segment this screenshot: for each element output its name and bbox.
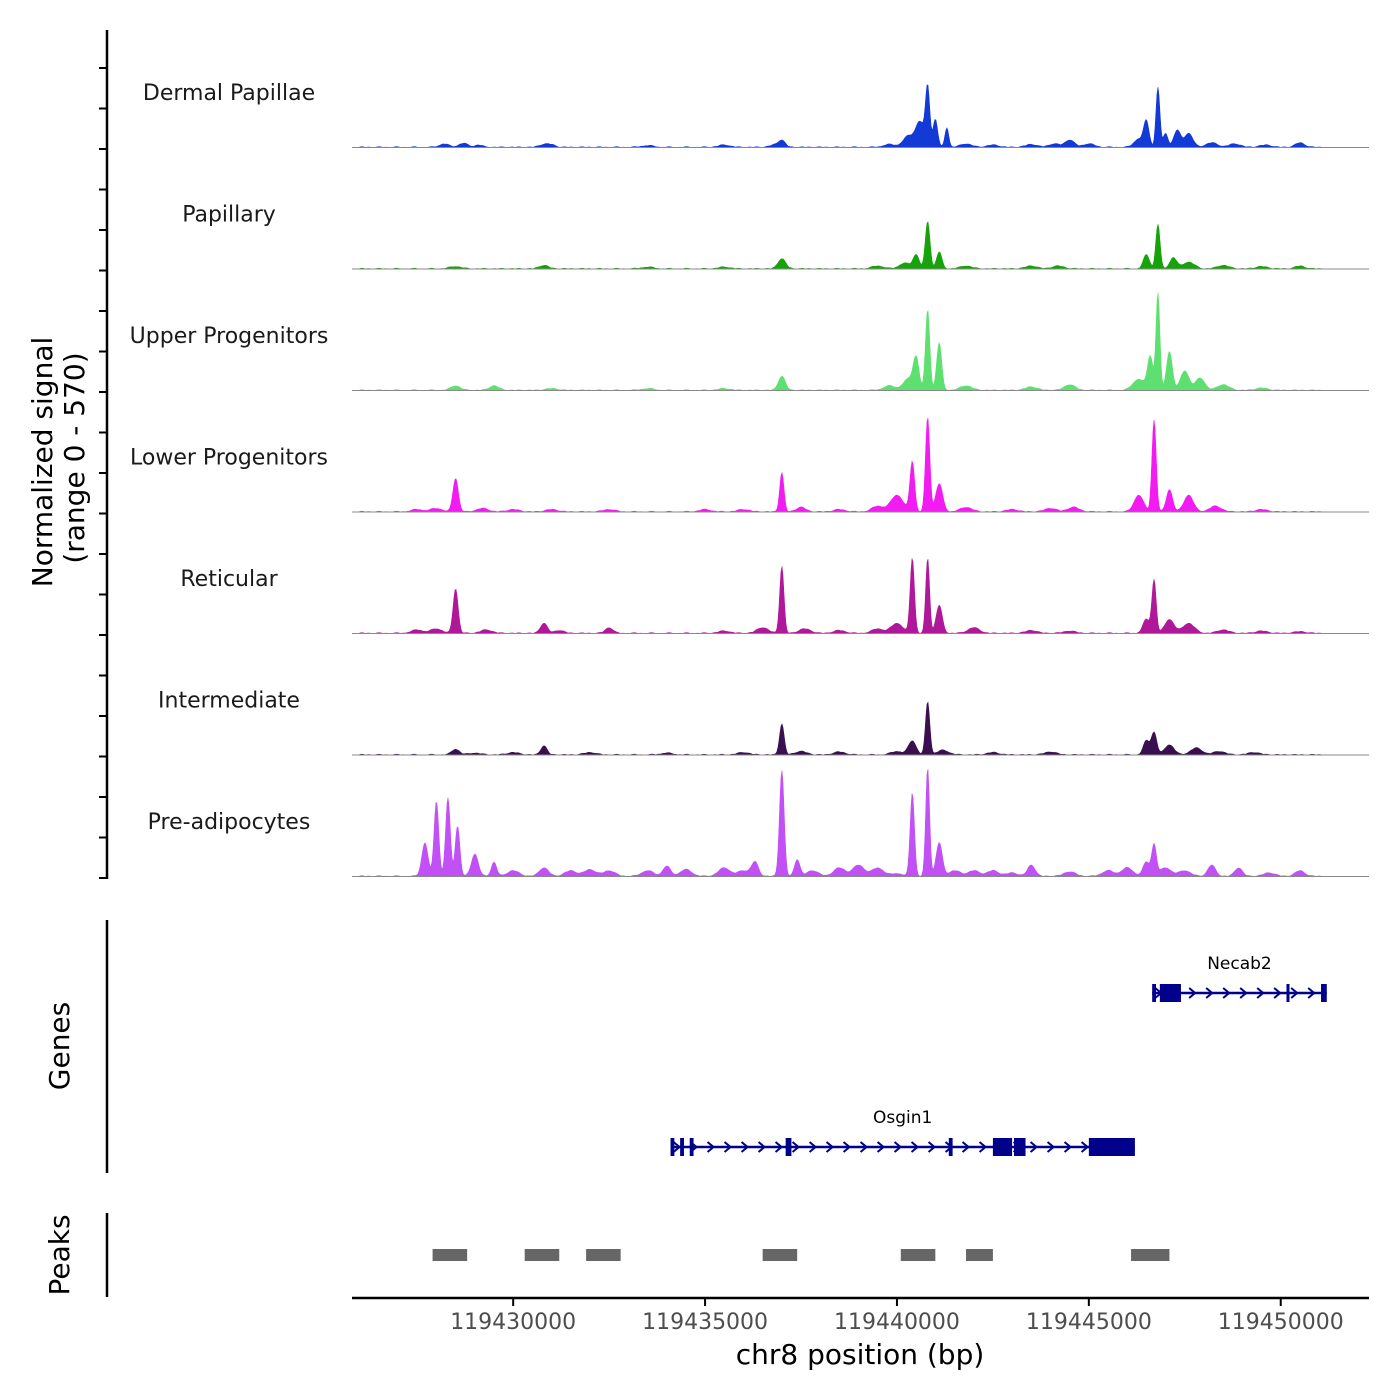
peak-interval [966,1249,993,1261]
strand-arrow [1256,987,1265,999]
gene-necab2: Necab2 [1152,954,1327,1002]
track-pre-adipocytes: Pre-adipocytes [148,769,1369,877]
coverage-area-papillary [352,221,1369,270]
gene-label-necab2: Necab2 [1207,954,1272,974]
coverage-panel: Normalized signal (range 0 - 570) Dermal… [26,30,1369,879]
gene-exon [1088,1138,1135,1156]
strand-arrow [774,1141,784,1153]
coverage-area-upper-progenitors [352,292,1369,391]
strand-arrow [910,1141,920,1153]
peak-interval [900,1249,936,1261]
track-label-intermediate: Intermediate [158,689,300,714]
gene-exon [1014,1138,1026,1156]
x-tick-label: 119435000 [642,1310,768,1335]
track-label-upper-progenitors: Upper Progenitors [130,324,329,349]
track-upper-progenitors: Upper Progenitors [130,292,1369,391]
strand-arrow [1063,1141,1073,1153]
strand-arrow [757,1141,767,1153]
strand-arrow [706,1141,716,1153]
coverage-area-intermediate [352,701,1369,756]
track-lower-progenitors: Lower Progenitors [130,418,1369,513]
gene-exon [1321,984,1327,1002]
track-label-lower-progenitors: Lower Progenitors [130,446,328,471]
strand-arrow [961,1141,971,1153]
peak-interval [586,1249,621,1261]
strand-arrow [927,1141,937,1153]
x-tick-label: 119440000 [834,1310,960,1335]
genes-y-axis-title: Genes [43,1002,76,1090]
coverage-tracks: Dermal Papillae Papillary Upper Progenitor… [130,81,1369,877]
gene-exon [1286,984,1290,1002]
strand-arrow [859,1141,869,1153]
x-tick-label: 119445000 [1026,1310,1152,1335]
strand-arrow [978,1141,988,1153]
strand-arrow [825,1141,835,1153]
gene-models: Necab2 Osgin1 [670,954,1327,1156]
coverage-area-dermal-papillae [352,84,1369,148]
track-label-dermal-papillae: Dermal Papillae [143,81,315,106]
strand-arrow [876,1141,886,1153]
strand-arrow [1307,987,1316,999]
peak-interval [524,1249,560,1261]
track-dermal-papillae: Dermal Papillae [143,81,1369,148]
strand-arrow [893,1141,903,1153]
peak-intervals [432,1249,1170,1261]
strand-arrow [842,1141,852,1153]
strand-arrow [808,1141,818,1153]
strand-arrow [791,1141,801,1153]
gene-exon [948,1138,953,1156]
strand-arrow [1205,987,1214,999]
coverage-area-lower-progenitors [352,418,1369,513]
gene-exon [680,1138,684,1156]
track-intermediate: Intermediate [158,689,1369,756]
strand-arrow [1239,987,1248,999]
coverage-y-axis-range: (range 0 - 570) [58,352,91,563]
gene-exon [670,1138,675,1156]
strand-arrow [1188,987,1197,999]
x-tick-label: 119430000 [450,1310,576,1335]
strand-arrow [723,1141,733,1153]
gene-exon [992,1138,1013,1156]
track-label-reticular: Reticular [180,567,278,592]
strand-arrow [1046,1141,1056,1153]
x-axis-ticks: 119430000 119435000 119440000 119445000 1194… [450,1298,1344,1335]
peak-interval [1131,1249,1170,1261]
coverage-y-ticks [99,67,107,879]
track-label-pre-adipocytes: Pre-adipocytes [148,810,311,835]
coverage-y-axis-title: Normalized signal [26,337,59,588]
peaks-panel: Peaks [43,1213,1170,1297]
strand-arrow [1029,1141,1039,1153]
strand-arrow [740,1141,750,1153]
gene-exon [689,1138,694,1156]
gene-label-osgin1: Osgin1 [873,1108,932,1128]
x-axis-title: chr8 position (bp) [736,1338,985,1371]
genes-panel: Genes Necab2 Osgin1 [43,920,1327,1173]
coverage-area-pre-adipocytes [352,769,1369,877]
gene-exon [785,1138,792,1156]
strand-arrow [1290,987,1299,999]
peak-interval [762,1249,798,1261]
coverage-area-reticular [352,558,1369,634]
strand-arrow [672,1141,682,1153]
strand-arrow [1222,987,1231,999]
peak-interval [432,1249,468,1261]
strand-arrow [1273,987,1282,999]
track-papillary: Papillary [182,203,1369,270]
x-tick-label: 119450000 [1218,1310,1344,1335]
x-axis: 119430000 119435000 119440000 119445000 1194… [352,1296,1369,1371]
strand-arrow [1080,1141,1090,1153]
track-reticular: Reticular [180,558,1369,634]
peaks-y-axis-title: Peaks [43,1214,76,1295]
gene-osgin1: Osgin1 [670,1108,1135,1156]
gene-exon [1159,984,1181,1002]
track-label-papillary: Papillary [182,203,276,228]
gene-exon [1152,984,1157,1002]
